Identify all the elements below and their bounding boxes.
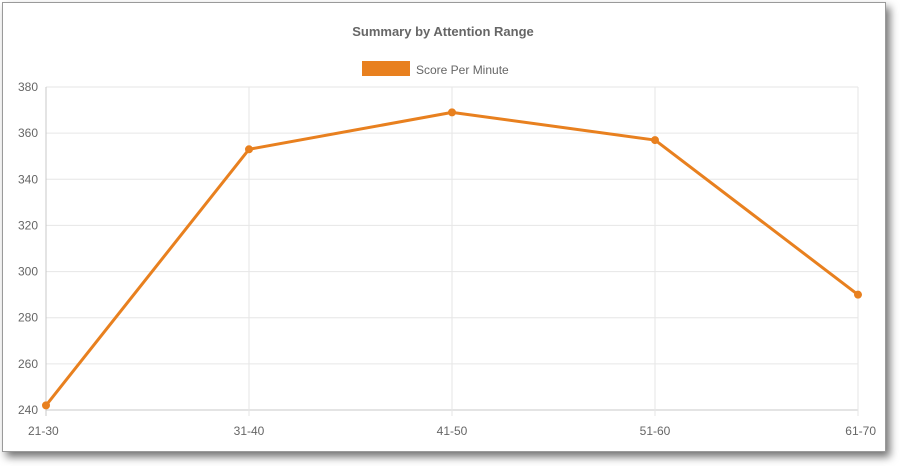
y-axis-ticks: 240 260 280 300 320 340 360 380 bbox=[18, 80, 38, 417]
data-point[interactable] bbox=[854, 290, 862, 299]
legend-label-score-per-minute: Score Per Minute bbox=[416, 63, 509, 77]
x-tick-label: 41-50 bbox=[437, 424, 468, 438]
data-point[interactable] bbox=[448, 108, 456, 117]
data-point[interactable] bbox=[651, 136, 659, 145]
chart-frame bbox=[2, 2, 886, 452]
y-tick-label: 260 bbox=[18, 357, 38, 371]
y-tick-label: 380 bbox=[18, 80, 38, 94]
x-tick-label: 31-40 bbox=[234, 424, 265, 438]
y-tick-label: 280 bbox=[18, 311, 38, 325]
x-axis-ticks: 21-30 31-40 41-50 51-60 61-70 bbox=[28, 424, 876, 438]
x-tick-label: 21-30 bbox=[28, 424, 59, 438]
series-score-per-minute bbox=[42, 108, 862, 410]
y-tick-label: 360 bbox=[18, 126, 38, 140]
legend[interactable]: Score Per Minute bbox=[362, 61, 509, 77]
chart-title: Summary by Attention Range bbox=[352, 24, 534, 39]
y-tick-label: 240 bbox=[18, 403, 38, 417]
y-tick-label: 320 bbox=[18, 218, 38, 232]
y-tick-label: 300 bbox=[18, 265, 38, 279]
data-point[interactable] bbox=[245, 145, 253, 154]
grid bbox=[45, 86, 859, 416]
y-tick-label: 340 bbox=[18, 172, 38, 186]
x-tick-label: 61-70 bbox=[845, 424, 876, 438]
legend-swatch bbox=[362, 61, 410, 76]
x-tick-label: 51-60 bbox=[640, 424, 671, 438]
data-point[interactable] bbox=[42, 401, 50, 410]
